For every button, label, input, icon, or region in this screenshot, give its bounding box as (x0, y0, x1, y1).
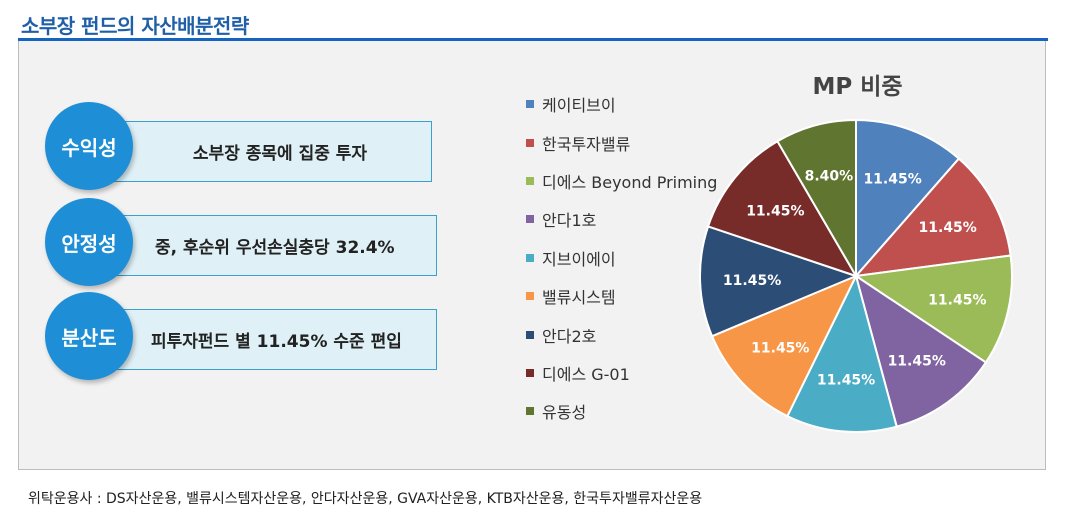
legend-swatch (526, 292, 534, 301)
slice-label: 11.45% (928, 292, 986, 308)
legend-label: 케이티브이 (542, 96, 616, 116)
legend-item: 안다2호 (526, 315, 717, 353)
legend-label: 밸류시스템 (542, 288, 616, 308)
legend-swatch (526, 138, 534, 147)
pie-slice (853, 254, 1013, 364)
legend-swatch (526, 407, 534, 416)
pie-slice (853, 157, 1012, 278)
legend-label: 한국투자밸류 (542, 134, 631, 154)
strategy-text-profitability: 소부장 종목에 집중 투자 (192, 144, 368, 164)
pie-slice (854, 273, 988, 428)
pie-slice (786, 273, 898, 433)
legend-label: 디에스 G-01 (542, 364, 630, 384)
slice-label: 11.45% (723, 273, 781, 289)
legend-item: 한국투자밸류 (526, 123, 717, 161)
chart-title: MP 비중 (812, 74, 903, 100)
legend-label: 디에스 Beyond Priming (542, 172, 718, 192)
slice-label: 11.45% (751, 340, 809, 356)
page-title: 소부장 펀드의 자산배분전략 (21, 14, 249, 38)
legend-item: 안다1호 (526, 200, 717, 238)
legend-item: 디에스 Beyond Priming (526, 162, 717, 200)
legend-swatch (526, 368, 534, 377)
footnote: 위탁운용사 : DS자산운용, 밸류시스템자산운용, 안다자산운용, GVA자산… (28, 491, 703, 507)
legend-swatch (526, 176, 534, 185)
legend-swatch (526, 330, 534, 339)
strategy-circle-profitability: 수익성 (45, 102, 133, 190)
slice-label: 11.45% (919, 220, 977, 236)
legend-swatch (526, 253, 534, 262)
strategy-label-diversification: 분산도 (61, 325, 117, 350)
legend-item: 유동성 (526, 392, 717, 430)
legend-label: 지브이에이 (542, 249, 616, 269)
strategy-box-profitability: 소부장 종목에 집중 투자 (88, 121, 432, 182)
pie-slice (699, 225, 859, 338)
pie-chart: 11.45% 11.45% 11.45% 11.45% 11.45% 11.45% 11.4… (699, 118, 1013, 433)
slice-label: 11.45% (863, 172, 921, 188)
legend-item: 디에스 G-01 (526, 354, 717, 392)
legend-label: 유동성 (542, 403, 587, 423)
strategy-label-stability: 안정성 (61, 231, 117, 256)
pie-slice (776, 118, 857, 280)
slice-label: 8.40% (805, 169, 854, 185)
pie-slice (855, 118, 961, 279)
slice-label: 11.45% (746, 203, 804, 219)
slice-label: 11.45% (888, 353, 946, 369)
title-divider (18, 38, 1048, 41)
legend-item: 지브이에이 (526, 239, 717, 277)
pie-slice (706, 139, 859, 278)
legend-label: 안다1호 (542, 211, 597, 231)
legend-swatch (526, 100, 534, 109)
strategy-label-profitability: 수익성 (61, 135, 117, 160)
strategy-text-diversification: 피투자펀드 별 11.45% 수준 편입 (151, 332, 402, 352)
strategy-text-stability: 중, 후순위 우선손실충당 32.4% (155, 238, 395, 258)
legend-swatch (526, 215, 534, 224)
pie-slice (710, 274, 859, 418)
strategy-circle-diversification: 분산도 (45, 292, 133, 380)
strategy-box-stability: 중, 후순위 우선손실충당 32.4% (88, 215, 437, 276)
strategy-circle-stability: 안정성 (45, 198, 133, 286)
slice-label: 11.45% (817, 373, 875, 389)
legend-item: 케이티브이 (526, 85, 717, 123)
legend-label: 안다2호 (542, 326, 597, 346)
legend-item: 밸류시스템 (526, 277, 717, 315)
strategy-box-diversification: 피투자펀드 별 11.45% 수준 편입 (88, 309, 437, 370)
chart-legend: 케이티브이 한국투자밸류 디에스 Beyond Priming 안다1호 지브이… (526, 85, 717, 431)
